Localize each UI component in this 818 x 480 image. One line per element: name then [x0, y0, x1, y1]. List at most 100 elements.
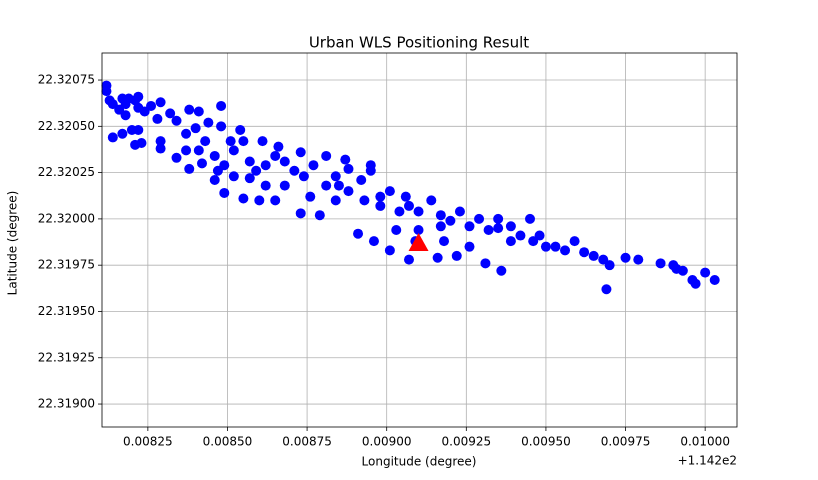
point	[483, 225, 494, 236]
point	[181, 145, 192, 156]
y-tick-label: 22.32000	[38, 211, 95, 225]
point	[359, 195, 370, 206]
point	[212, 165, 223, 176]
point	[120, 110, 131, 121]
point	[633, 254, 644, 265]
point	[321, 180, 332, 191]
point	[238, 193, 249, 204]
point	[184, 104, 195, 115]
point	[155, 97, 166, 108]
point	[107, 132, 118, 143]
point	[216, 100, 227, 111]
point	[620, 252, 631, 263]
point	[403, 200, 414, 211]
point	[356, 175, 367, 186]
x-tick-label: 0.01000	[680, 435, 730, 449]
point	[496, 265, 507, 276]
point	[454, 206, 465, 217]
point	[184, 163, 195, 174]
point	[171, 152, 182, 163]
point	[295, 147, 306, 158]
point	[228, 145, 239, 156]
plot-frame	[101, 52, 738, 428]
point	[270, 150, 281, 161]
x-axis-label: Longitude (degree)	[362, 455, 477, 469]
point	[238, 136, 249, 147]
point	[133, 125, 144, 136]
point	[270, 195, 281, 206]
point	[216, 121, 227, 132]
point	[305, 191, 316, 202]
point	[569, 236, 580, 247]
point	[560, 245, 571, 256]
point	[273, 141, 284, 152]
point	[330, 195, 341, 206]
point	[677, 265, 688, 276]
point	[225, 136, 236, 147]
point	[540, 241, 551, 252]
point	[375, 200, 386, 211]
point	[155, 136, 166, 147]
point	[196, 158, 207, 169]
point	[152, 113, 163, 124]
y-tick-label: 22.31975	[38, 258, 95, 272]
point	[155, 143, 166, 154]
point	[343, 186, 354, 197]
point	[534, 230, 545, 241]
point	[439, 236, 450, 247]
point	[408, 232, 429, 251]
point	[308, 160, 319, 171]
point	[181, 128, 192, 139]
point	[426, 195, 437, 206]
point	[219, 187, 230, 198]
point	[505, 221, 516, 232]
point	[588, 250, 599, 261]
x-offset-label: +1.142e2	[678, 454, 737, 468]
point	[171, 115, 182, 126]
point	[321, 150, 332, 161]
point	[525, 213, 536, 224]
point	[340, 154, 351, 165]
point	[480, 258, 491, 269]
y-tick-label: 22.32025	[38, 165, 95, 179]
point	[200, 136, 211, 147]
x-tick-label: 0.00825	[123, 435, 173, 449]
x-tick-label: 0.00850	[203, 435, 253, 449]
point	[295, 208, 306, 219]
y-tick-label: 22.31925	[38, 350, 95, 364]
point	[209, 150, 220, 161]
point	[365, 160, 376, 171]
point	[493, 213, 504, 224]
point	[403, 254, 414, 265]
point	[330, 171, 341, 182]
point	[165, 108, 176, 119]
point	[203, 117, 214, 128]
point	[505, 236, 516, 247]
point	[260, 180, 271, 191]
point	[464, 221, 475, 232]
point	[353, 228, 364, 239]
point	[690, 278, 701, 289]
y-tick-label: 22.32075	[38, 73, 95, 87]
point	[435, 221, 446, 232]
chart-title: Urban WLS Positioning Result	[309, 34, 529, 52]
point	[474, 213, 485, 224]
y-tick-label: 22.32050	[38, 119, 95, 133]
point	[136, 137, 147, 148]
point	[394, 206, 405, 217]
point	[579, 247, 590, 258]
point	[257, 136, 268, 147]
point	[333, 180, 344, 191]
point	[279, 156, 290, 167]
point	[343, 163, 354, 174]
point	[601, 284, 612, 295]
y-tick-label: 22.31900	[38, 397, 95, 411]
point	[368, 236, 379, 247]
point	[384, 186, 395, 197]
point	[391, 225, 402, 236]
point	[235, 125, 246, 136]
point	[432, 252, 443, 263]
point	[700, 267, 711, 278]
